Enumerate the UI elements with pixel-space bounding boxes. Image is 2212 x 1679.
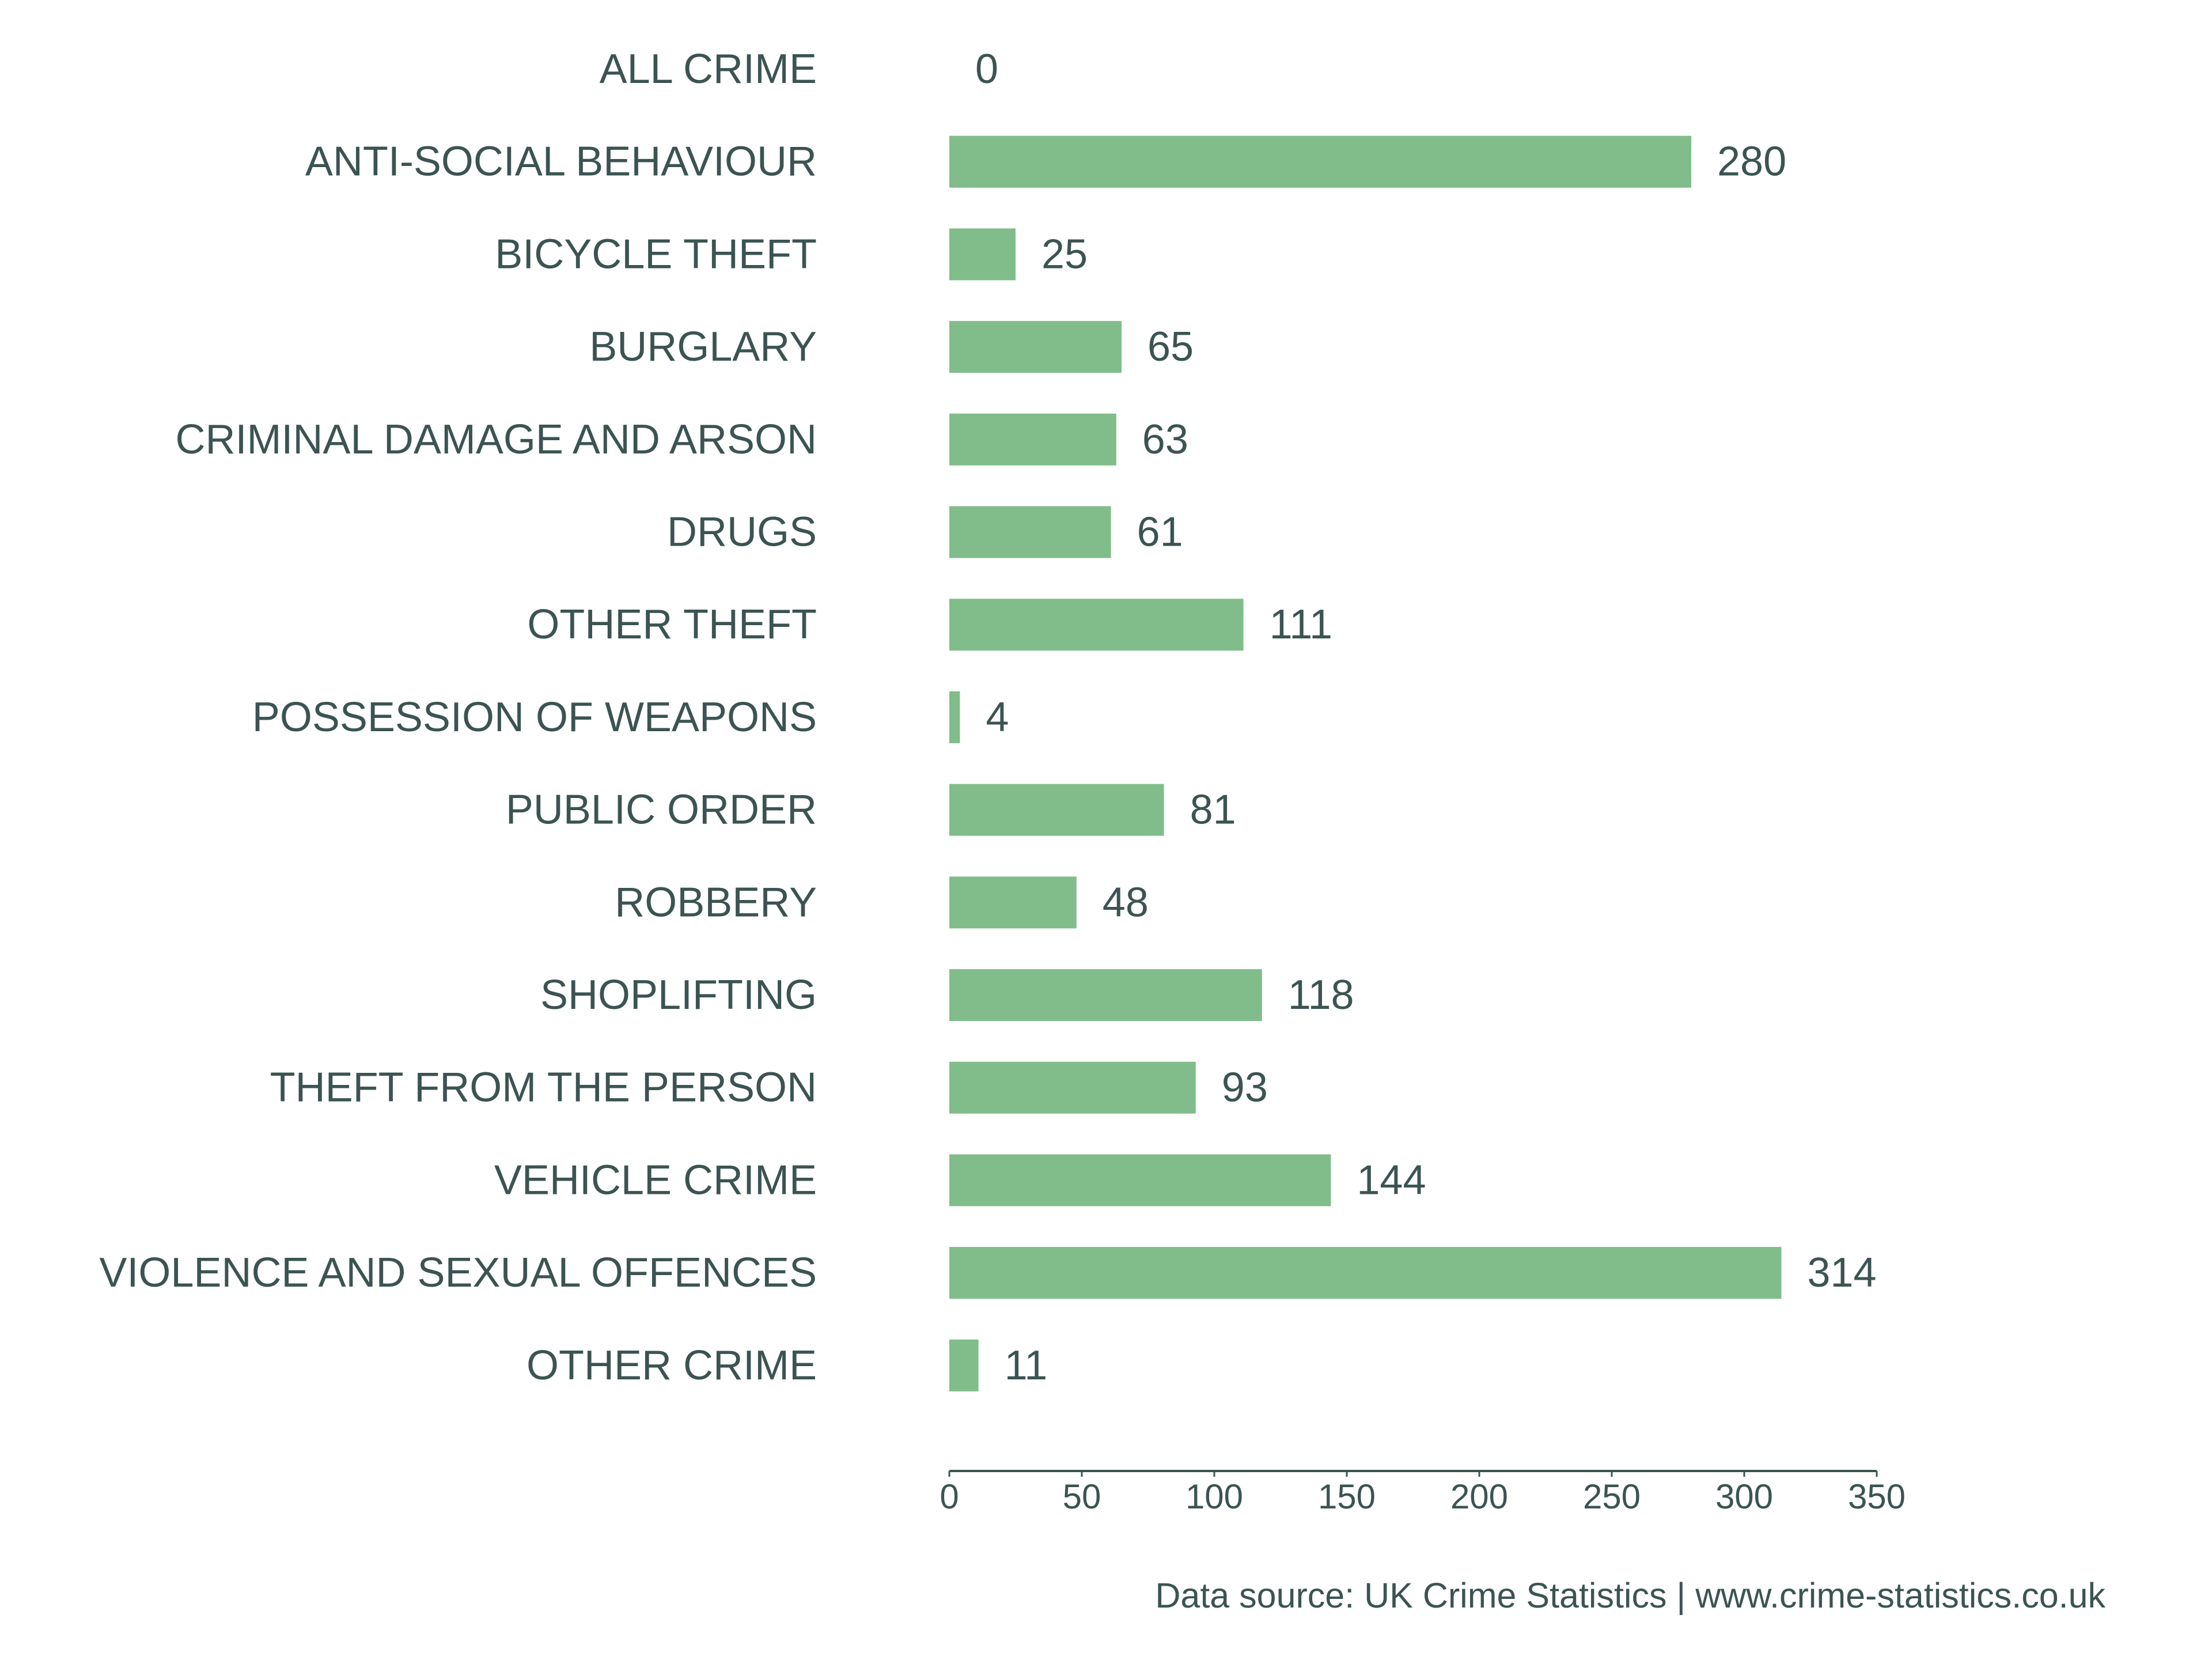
category-label: BURGLARY <box>589 324 817 370</box>
x-tick-label: 100 <box>1185 1477 1243 1516</box>
value-label: 61 <box>1137 509 1183 555</box>
category-label: POSSESSION OF WEAPONS <box>252 694 817 740</box>
bar <box>949 1339 979 1391</box>
x-tick-label: 300 <box>1715 1477 1773 1516</box>
x-ticks-layer: 0 50 100 150 200 250 300 350 <box>940 1471 1906 1516</box>
bar <box>949 784 1164 836</box>
x-tick-label: 50 <box>1063 1477 1101 1516</box>
value-label: 81 <box>1190 787 1236 833</box>
category-label: BICYCLE THEFT <box>495 231 817 277</box>
value-label: 25 <box>1041 231 1088 277</box>
value-label: 118 <box>1288 972 1354 1018</box>
category-label: ROBBERY <box>615 879 817 925</box>
bar <box>949 413 1116 466</box>
category-label: OTHER THEFT <box>527 602 817 648</box>
x-tick-label: 150 <box>1318 1477 1376 1516</box>
bar <box>949 321 1122 373</box>
bar <box>949 135 1691 188</box>
category-label: THEFT FROM THE PERSON <box>270 1065 817 1111</box>
bars-layer <box>949 135 1782 1391</box>
category-label: ALL CRIME <box>600 46 817 92</box>
bar <box>949 1247 1782 1299</box>
bar <box>949 1061 1196 1114</box>
value-label: 314 <box>1807 1250 1876 1296</box>
bar <box>949 228 1016 281</box>
category-label: DRUGS <box>667 509 817 555</box>
value-label: 111 <box>1270 602 1332 648</box>
source-note: Data source: UK Crime Statistics | www.c… <box>1155 1576 2105 1615</box>
value-labels-layer: 0 280 25 65 63 61 111 4 81 48 118 93 144 314 11 <box>975 46 1877 1389</box>
category-label: PUBLIC ORDER <box>506 787 817 833</box>
bar <box>949 691 960 743</box>
value-label: 144 <box>1357 1157 1426 1203</box>
value-label: 4 <box>986 694 1009 740</box>
x-tick-label: 350 <box>1848 1477 1906 1516</box>
x-tick-label: 250 <box>1583 1477 1641 1516</box>
value-label: 93 <box>1222 1065 1268 1111</box>
category-label: ANTI-SOCIAL BEHAVIOUR <box>305 139 817 185</box>
value-label: 65 <box>1147 324 1194 370</box>
value-label: 280 <box>1717 139 1786 185</box>
x-axis: 0 50 100 150 200 250 300 350 <box>940 1470 1906 1516</box>
bar <box>949 506 1111 558</box>
bar <box>949 1154 1331 1207</box>
bar <box>949 876 1077 929</box>
value-label: 48 <box>1103 879 1149 925</box>
category-label: SHOPLIFTING <box>540 972 817 1018</box>
value-label: 0 <box>975 46 998 92</box>
x-tick-label: 200 <box>1450 1477 1508 1516</box>
category-label: CRIMINAL DAMAGE AND ARSON <box>175 417 817 463</box>
value-label: 11 <box>1005 1343 1048 1389</box>
category-label: VEHICLE CRIME <box>494 1157 817 1203</box>
x-tick-label: 0 <box>940 1477 959 1516</box>
bar <box>949 969 1262 1021</box>
category-label: OTHER CRIME <box>527 1343 817 1389</box>
category-label: VIOLENCE AND SEXUAL OFFENCES <box>99 1250 817 1296</box>
value-label: 63 <box>1142 417 1188 463</box>
bar <box>949 599 1244 651</box>
category-labels-layer: ALL CRIME ANTI-SOCIAL BEHAVIOUR BICYCLE TH… <box>99 46 817 1389</box>
